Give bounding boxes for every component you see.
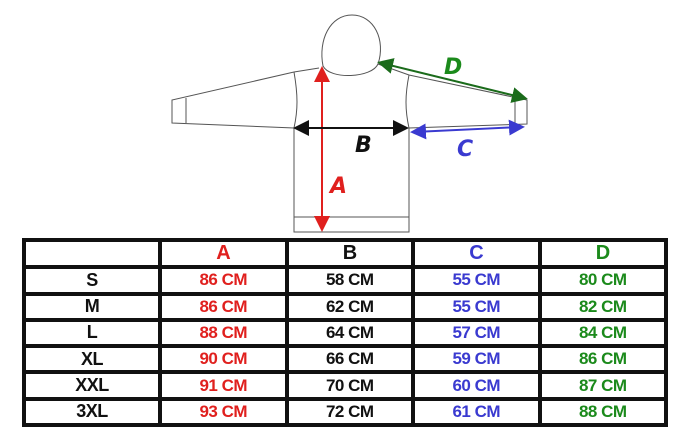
d-cell: 87 CM (537, 370, 668, 401)
a-cell: 93 CM (158, 396, 289, 428)
b-cell: 64 CM (284, 317, 415, 349)
size-cell: 3XL (22, 396, 162, 428)
size-cell: L (22, 317, 162, 349)
b-cell: 72 CM (284, 396, 415, 428)
size-cell: XL (22, 344, 162, 375)
hoodie-diagram: A B C D (171, 14, 528, 233)
a-cell: 90 CM (158, 344, 289, 375)
c-cell: 55 CM (411, 265, 542, 296)
a-cell: 86 CM (158, 291, 289, 322)
c-cell: 59 CM (411, 344, 542, 375)
measure-c-arrow (410, 119, 525, 140)
c-cell: 60 CM (411, 370, 542, 401)
label-c: C (457, 137, 473, 162)
table-row: XL 90 CM 66 CM 59 CM 86 CM (22, 344, 668, 375)
b-cell: 66 CM (284, 344, 415, 375)
d-cell: 82 CM (537, 291, 668, 322)
size-chart-table: A B C D S 86 CM 58 CM 55 CM 80 CM M 86 CM 62 CM… (22, 237, 668, 428)
b-cell: 70 CM (284, 370, 415, 401)
hoodie-outline (171, 14, 528, 233)
table-row: S 86 CM 58 CM 55 CM 80 CM (22, 265, 668, 296)
d-cell: 80 CM (537, 265, 668, 296)
header-b: B (284, 237, 415, 270)
c-cell: 57 CM (411, 317, 542, 349)
table-row: M 86 CM 62 CM 55 CM 82 CM (22, 291, 668, 322)
table-row: 3XL 93 CM 72 CM 61 CM 88 CM (22, 396, 668, 428)
c-cell: 55 CM (411, 291, 542, 322)
size-cell: S (22, 265, 162, 296)
table-row: L 88 CM 64 CM 57 CM 84 CM (22, 317, 668, 349)
header-d: D (537, 237, 668, 270)
size-cell: XXL (22, 370, 162, 401)
size-cell: M (22, 291, 162, 322)
label-a: A (328, 174, 347, 199)
b-cell: 62 CM (284, 291, 415, 322)
table-header-row: A B C D (22, 237, 668, 270)
header-size (22, 237, 162, 270)
c-cell: 61 CM (411, 396, 542, 428)
a-cell: 91 CM (158, 370, 289, 401)
measure-d-arrow (377, 58, 528, 103)
a-cell: 86 CM (158, 265, 289, 296)
header-c: C (411, 237, 542, 270)
label-b: B (355, 133, 372, 158)
d-cell: 84 CM (537, 317, 668, 349)
header-a: A (158, 237, 289, 270)
d-cell: 86 CM (537, 344, 668, 375)
label-d: D (444, 55, 462, 80)
d-cell: 88 CM (537, 396, 668, 428)
a-cell: 88 CM (158, 317, 289, 349)
table-row: XXL 91 CM 70 CM 60 CM 87 CM (22, 370, 668, 401)
b-cell: 58 CM (284, 265, 415, 296)
